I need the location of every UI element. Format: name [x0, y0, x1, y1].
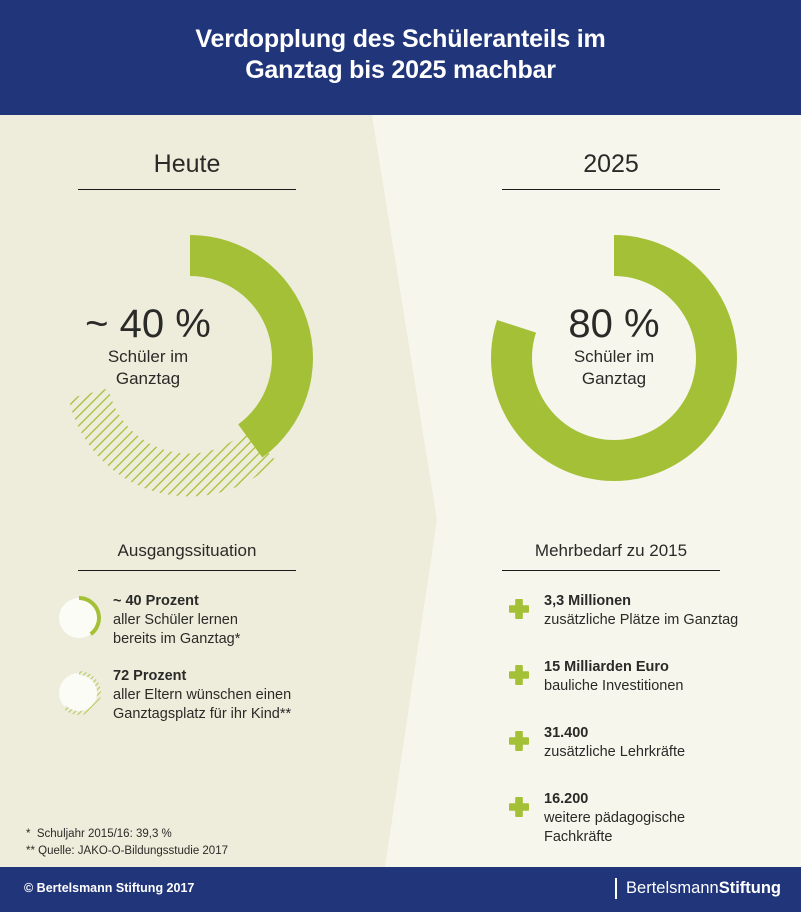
list-item-headline: 3,3 Millionen [544, 593, 632, 609]
list-item: 31.400 zusätzliche Lehrkräfte [500, 724, 790, 762]
list-item-headline: ~ 40 Prozent [113, 593, 199, 609]
list-item: 3,3 Millionen zusätzliche Plätze im Ganz… [500, 592, 790, 630]
list-item-headline: 16.200 [544, 791, 589, 807]
donut-72-hatched-icon [55, 669, 103, 717]
right-column-heading-label: 2025 [583, 150, 639, 178]
list-item-headline: 31.400 [544, 725, 589, 741]
copyright-text: © Bertelsmann Stiftung 2017 [24, 881, 195, 895]
left-bullet-list: ~ 40 Prozent aller Schüler lernen bereit… [55, 592, 355, 742]
list-item-line3: bereits im Ganztag* [113, 631, 241, 647]
left-column-heading-label: Heute [153, 150, 221, 178]
list-item-line2: aller Schüler lernen [113, 612, 238, 628]
left-section-heading-label: Ausgangssituation [117, 541, 257, 560]
list-item: ~ 40 Prozent aller Schüler lernen bereit… [55, 592, 355, 649]
right-section-heading-rule [502, 570, 720, 571]
donut-40-icon [55, 594, 103, 642]
right-donut-svg [490, 235, 737, 481]
plus-icon [508, 796, 530, 818]
logo-word-stiftung: Stiftung [718, 879, 781, 897]
list-item-line2: zusätzliche Lehrkräfte [544, 744, 686, 760]
list-item-text: 31.400 zusätzliche Lehrkräfte [544, 724, 685, 762]
right-bullet-list: 3,3 Millionen zusätzliche Plätze im Ganz… [500, 592, 790, 875]
right-column-heading: 2025 [502, 150, 720, 190]
left-column-heading: Heute [78, 150, 296, 190]
page-title-line1: Verdopplung des Schüleranteils im [195, 25, 606, 53]
left-section-heading-rule [78, 570, 296, 571]
list-item-line2: aller Eltern wünschen einen [113, 687, 292, 703]
right-column-heading-rule [502, 189, 720, 190]
left-donut-chart: ~ 40 % Schüler im Ganztag [44, 212, 336, 504]
header-bar: Verdopplung des Schüleranteils im Ganzta… [0, 0, 801, 115]
list-item: 16.200 weitere pädagogische Fachkräfte [500, 790, 790, 847]
list-item: 72 Prozent aller Eltern wünschen einen G… [55, 667, 355, 724]
plus-icon [508, 598, 530, 620]
footer-bar: © Bertelsmann Stiftung 2017 Bertelsmann S… [0, 867, 801, 912]
left-donut-hatched-segment [68, 388, 276, 497]
plus-icon [508, 730, 530, 752]
list-item-line2: weitere pädagogische [544, 810, 686, 826]
footnote-2: ** Quelle: JAKO-O-Bildungsstudie 2017 [26, 845, 228, 857]
list-item-text: 16.200 weitere pädagogische Fachkräfte [544, 790, 685, 847]
list-item-text: ~ 40 Prozent aller Schüler lernen bereit… [113, 592, 240, 649]
list-item: 15 Milliarden Euro bauliche Investitione… [500, 658, 790, 696]
left-donut-value-arc [190, 235, 314, 458]
list-item-text: 72 Prozent aller Eltern wünschen einen G… [113, 667, 291, 724]
page-title: Verdopplung des Schüleranteils im Ganzta… [0, 24, 801, 86]
page-title-line2: Ganztag bis 2025 machbar [245, 56, 556, 84]
right-donut-value-arc [490, 235, 737, 481]
right-section-heading: Mehrbedarf zu 2015 [502, 541, 720, 571]
footnotes: * Schuljahr 2015/16: 39,3 % ** Quelle: J… [26, 826, 228, 860]
list-item-text: 15 Milliarden Euro bauliche Investitione… [544, 658, 683, 696]
logo-word-bertelsmann: Bertelsmann [626, 879, 719, 897]
left-column-heading-rule [78, 189, 296, 190]
list-item-text: 3,3 Millionen zusätzliche Plätze im Ganz… [544, 592, 738, 630]
list-item-line2: zusätzliche Plätze im Ganztag [544, 612, 739, 628]
bertelsmann-stiftung-logo: Bertelsmann Stiftung [615, 878, 781, 899]
left-donut-svg [68, 235, 314, 497]
list-item-line3: Fachkräfte [544, 829, 613, 845]
list-item-headline: 72 Prozent [113, 668, 187, 684]
list-item-line3: Ganztagsplatz für ihr Kind** [113, 706, 292, 722]
left-section-heading: Ausgangssituation [78, 541, 296, 571]
plus-icon [508, 664, 530, 686]
right-section-heading-label: Mehrbedarf zu 2015 [534, 541, 688, 560]
list-item-line2: bauliche Investitionen [544, 678, 684, 694]
footnote-1: * Schuljahr 2015/16: 39,3 % [26, 828, 172, 840]
logo-divider-bar [615, 878, 618, 899]
right-donut-chart: 80 % Schüler im Ganztag [468, 212, 760, 504]
list-item-headline: 15 Milliarden Euro [544, 659, 669, 675]
